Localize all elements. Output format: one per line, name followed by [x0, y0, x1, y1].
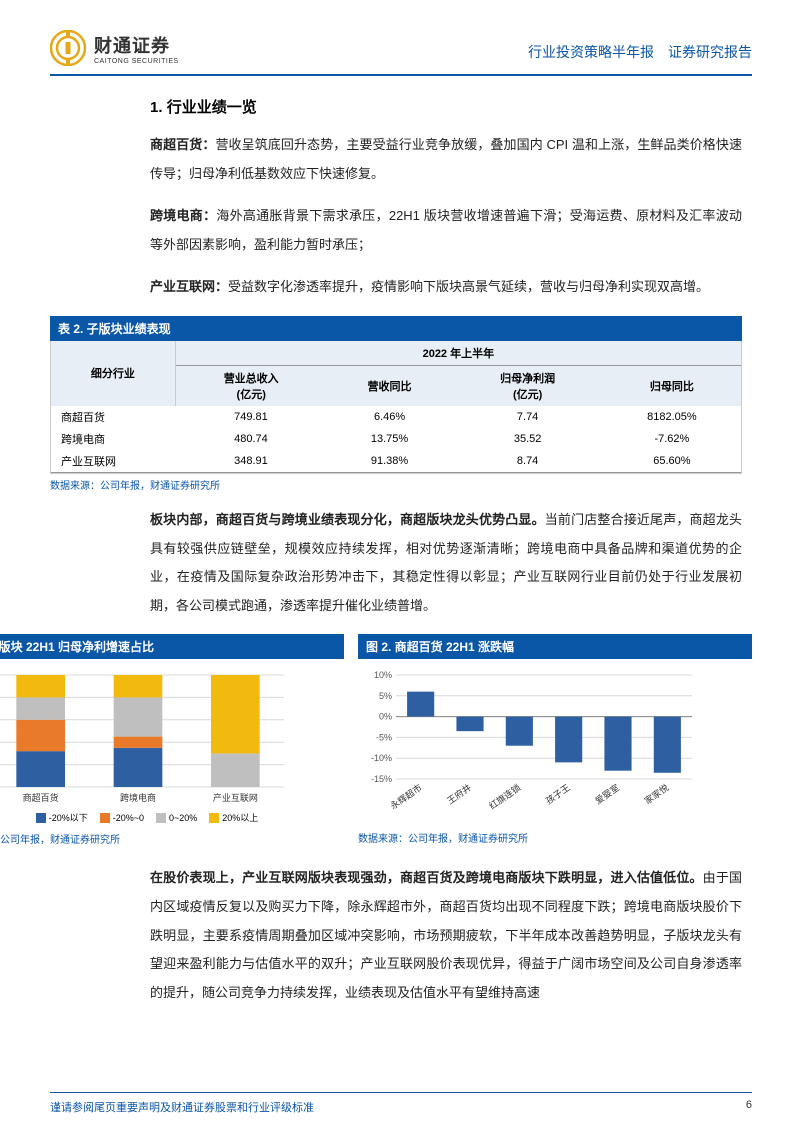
cell: 91.38%	[327, 450, 453, 473]
legend-item: -20%~0	[100, 811, 144, 824]
page-header: 财通证券 CAITONG SECURITIES 行业投资策略半年报 证券研究报告	[50, 30, 752, 76]
table-row: 商超百货749.816.46%7.748182.05%	[51, 406, 741, 428]
chart-2-title: 图 2. 商超百货 22H1 涨跌幅	[358, 634, 752, 659]
logo-text-en: CAITONG SECURITIES	[94, 58, 179, 65]
th-industry: 细分行业	[51, 341, 175, 406]
footer-disclaimer: 谨请参阅尾页重要声明及财通证券股票和行业评级标准	[50, 1099, 314, 1115]
cell: -7.62%	[603, 428, 741, 450]
table-row: 跨境电商480.7413.75%35.52-7.62%	[51, 428, 741, 450]
svg-text:-10%: -10%	[371, 754, 392, 764]
para3-label: 产业互联网：	[150, 279, 228, 294]
cell: 跨境电商	[51, 428, 175, 450]
cell: 749.81	[175, 406, 327, 428]
svg-text:永辉超市: 永辉超市	[388, 782, 424, 812]
para1-text: 营收呈筑底回升态势，主要受益行业竞争放缓，叠加国内 CPI 温和上涨，生鲜品类价…	[150, 137, 742, 181]
paragraph-3: 产业互联网：受益数字化渗透率提升，疫情影响下版块高景气延续，营收与归母净利实现双…	[150, 273, 742, 302]
svg-text:-15%: -15%	[371, 774, 392, 784]
table-2: 表 2. 子版块业绩表现 细分行业 2022 年上半年 营业总收入 (亿元)营收…	[50, 316, 742, 492]
para2-label: 跨境电商：	[150, 208, 216, 223]
th-c3: 归母净利润 (亿元)	[452, 365, 602, 406]
page-number: 6	[746, 1099, 752, 1115]
cell: 产业互联网	[51, 450, 175, 473]
logo-text-cn: 财通证券	[94, 32, 179, 58]
paragraph-2: 跨境电商：海外高通胀背景下需求承压，22H1 版块营收增速普遍下滑；受海运费、原…	[150, 202, 742, 259]
para1-label: 商超百货：	[150, 137, 215, 152]
legend-item: -20%以下	[36, 811, 88, 824]
chart-2: 图 2. 商超百货 22H1 涨跌幅 -15% -10% -5% 0% 5% 10% 永辉超…	[358, 634, 752, 860]
para4-text: 当前门店整合接近尾声，商超龙头具有较强供应链壁垒，规模效应持续发挥，相对优势逐渐…	[150, 512, 742, 613]
legend-label: -20%~0	[113, 813, 144, 823]
svg-text:红旗连锁: 红旗连锁	[487, 782, 523, 812]
paragraph-1: 商超百货：营收呈筑底回升态势，主要受益行业竞争放缓，叠加国内 CPI 温和上涨，…	[150, 131, 742, 188]
legend-item: 20%以上	[209, 811, 258, 824]
th-c1: 营业总收入 (亿元)	[175, 365, 327, 406]
cell: 商超百货	[51, 406, 175, 428]
legend-label: 0~20%	[169, 813, 197, 823]
th-period: 2022 年上半年	[175, 341, 741, 366]
cell: 480.74	[175, 428, 327, 450]
cell: 8.74	[452, 450, 602, 473]
svg-text:跨境电商: 跨境电商	[120, 792, 156, 803]
legend-swatch	[209, 813, 219, 823]
para3-text: 受益数字化渗透率提升，疫情影响下版块高景气延续，营收与归母净利实现双高增。	[228, 279, 709, 294]
header-subtitle: 行业投资策略半年报 证券研究报告	[528, 42, 752, 62]
para4-bold: 板块内部，商超百货与跨境业绩表现分化，商超版块龙头优势凸显。	[150, 512, 545, 527]
cell: 7.74	[452, 406, 602, 428]
svg-text:家家悦: 家家悦	[642, 782, 670, 807]
para2-text: 海外高通胀背景下需求承压，22H1 版块营收增速普遍下滑；受海运费、原材料及汇率…	[150, 208, 742, 252]
table-row: 产业互联网348.9191.38%8.7465.60%	[51, 450, 741, 473]
paragraph-5: 在股价表现上，产业互联网版块表现强劲，商超百货及跨境电商版块下跌明显，进入估值低…	[150, 864, 742, 1007]
legend-label: -20%以下	[49, 811, 88, 824]
svg-text:5%: 5%	[379, 691, 392, 701]
th-c2: 营收同比	[327, 365, 453, 406]
table-2-source: 数据来源：公司年报，财通证券研究所	[50, 477, 742, 492]
paragraph-4: 板块内部，商超百货与跨境业绩表现分化，商超版块龙头优势凸显。当前门店整合接近尾声…	[150, 506, 742, 620]
cell: 65.60%	[603, 450, 741, 473]
section-title: 行业业绩一览	[167, 99, 257, 116]
legend-label: 20%以上	[222, 811, 258, 824]
section-heading: 1. 行业业绩一览	[150, 96, 742, 117]
chart-1-source: 数据来源：公司年报，财通证券研究所	[0, 831, 344, 846]
cell: 13.75%	[327, 428, 453, 450]
logo-area: 财通证券 CAITONG SECURITIES	[50, 30, 179, 66]
cell: 8182.05%	[603, 406, 741, 428]
legend-item: 0~20%	[156, 811, 197, 824]
para5-bold: 在股价表现上，产业互联网版块表现强劲，商超百货及跨境电商版块下跌明显，进入估值低…	[150, 870, 703, 885]
svg-text:孩子王: 孩子王	[543, 782, 571, 807]
chart-1-title: 图 1. 子版块 22H1 归母净利增速占比	[0, 634, 344, 659]
section-number: 1.	[150, 99, 163, 116]
svg-text:产业互联网: 产业互联网	[213, 792, 258, 803]
cell: 348.91	[175, 450, 327, 473]
chart-1: 图 1. 子版块 22H1 归母净利增速占比 0%20%40%60%80%100…	[0, 634, 344, 860]
chart-1-legend: -20%以下 -20%~0 0~20% 20%以上	[0, 811, 340, 824]
cell: 6.46%	[327, 406, 453, 428]
svg-text:王府井: 王府井	[445, 782, 473, 807]
svg-text:0%: 0%	[379, 712, 392, 722]
legend-swatch	[100, 813, 110, 823]
caitong-logo-icon	[50, 30, 86, 66]
para5-text: 由于国内区域疫情反复以及购买力下降，除永辉超市外，商超百货均出现不同程度下跌；跨…	[150, 870, 742, 999]
legend-swatch	[156, 813, 166, 823]
chart-1-svg: 0%20%40%60%80%100%商超百货跨境电商产业互联网	[0, 667, 294, 807]
svg-text:-5%: -5%	[376, 733, 392, 743]
th-c4: 归母同比	[603, 365, 741, 406]
table-2-title: 表 2. 子版块业绩表现	[50, 316, 742, 341]
page-footer: 谨请参阅尾页重要声明及财通证券股票和行业评级标准 6	[50, 1092, 752, 1115]
svg-text:爱婴室: 爱婴室	[593, 782, 621, 807]
chart-2-source: 数据来源：公司年报，财通证券研究所	[358, 830, 752, 845]
svg-text:10%: 10%	[374, 670, 392, 680]
svg-text:商超百货: 商超百货	[23, 792, 59, 803]
cell: 35.52	[452, 428, 602, 450]
legend-swatch	[36, 813, 46, 823]
chart-2-svg: -15% -10% -5% 0% 5% 10% 永辉超市王府井红旗连锁孩子王爱婴室家家悦	[362, 667, 702, 823]
